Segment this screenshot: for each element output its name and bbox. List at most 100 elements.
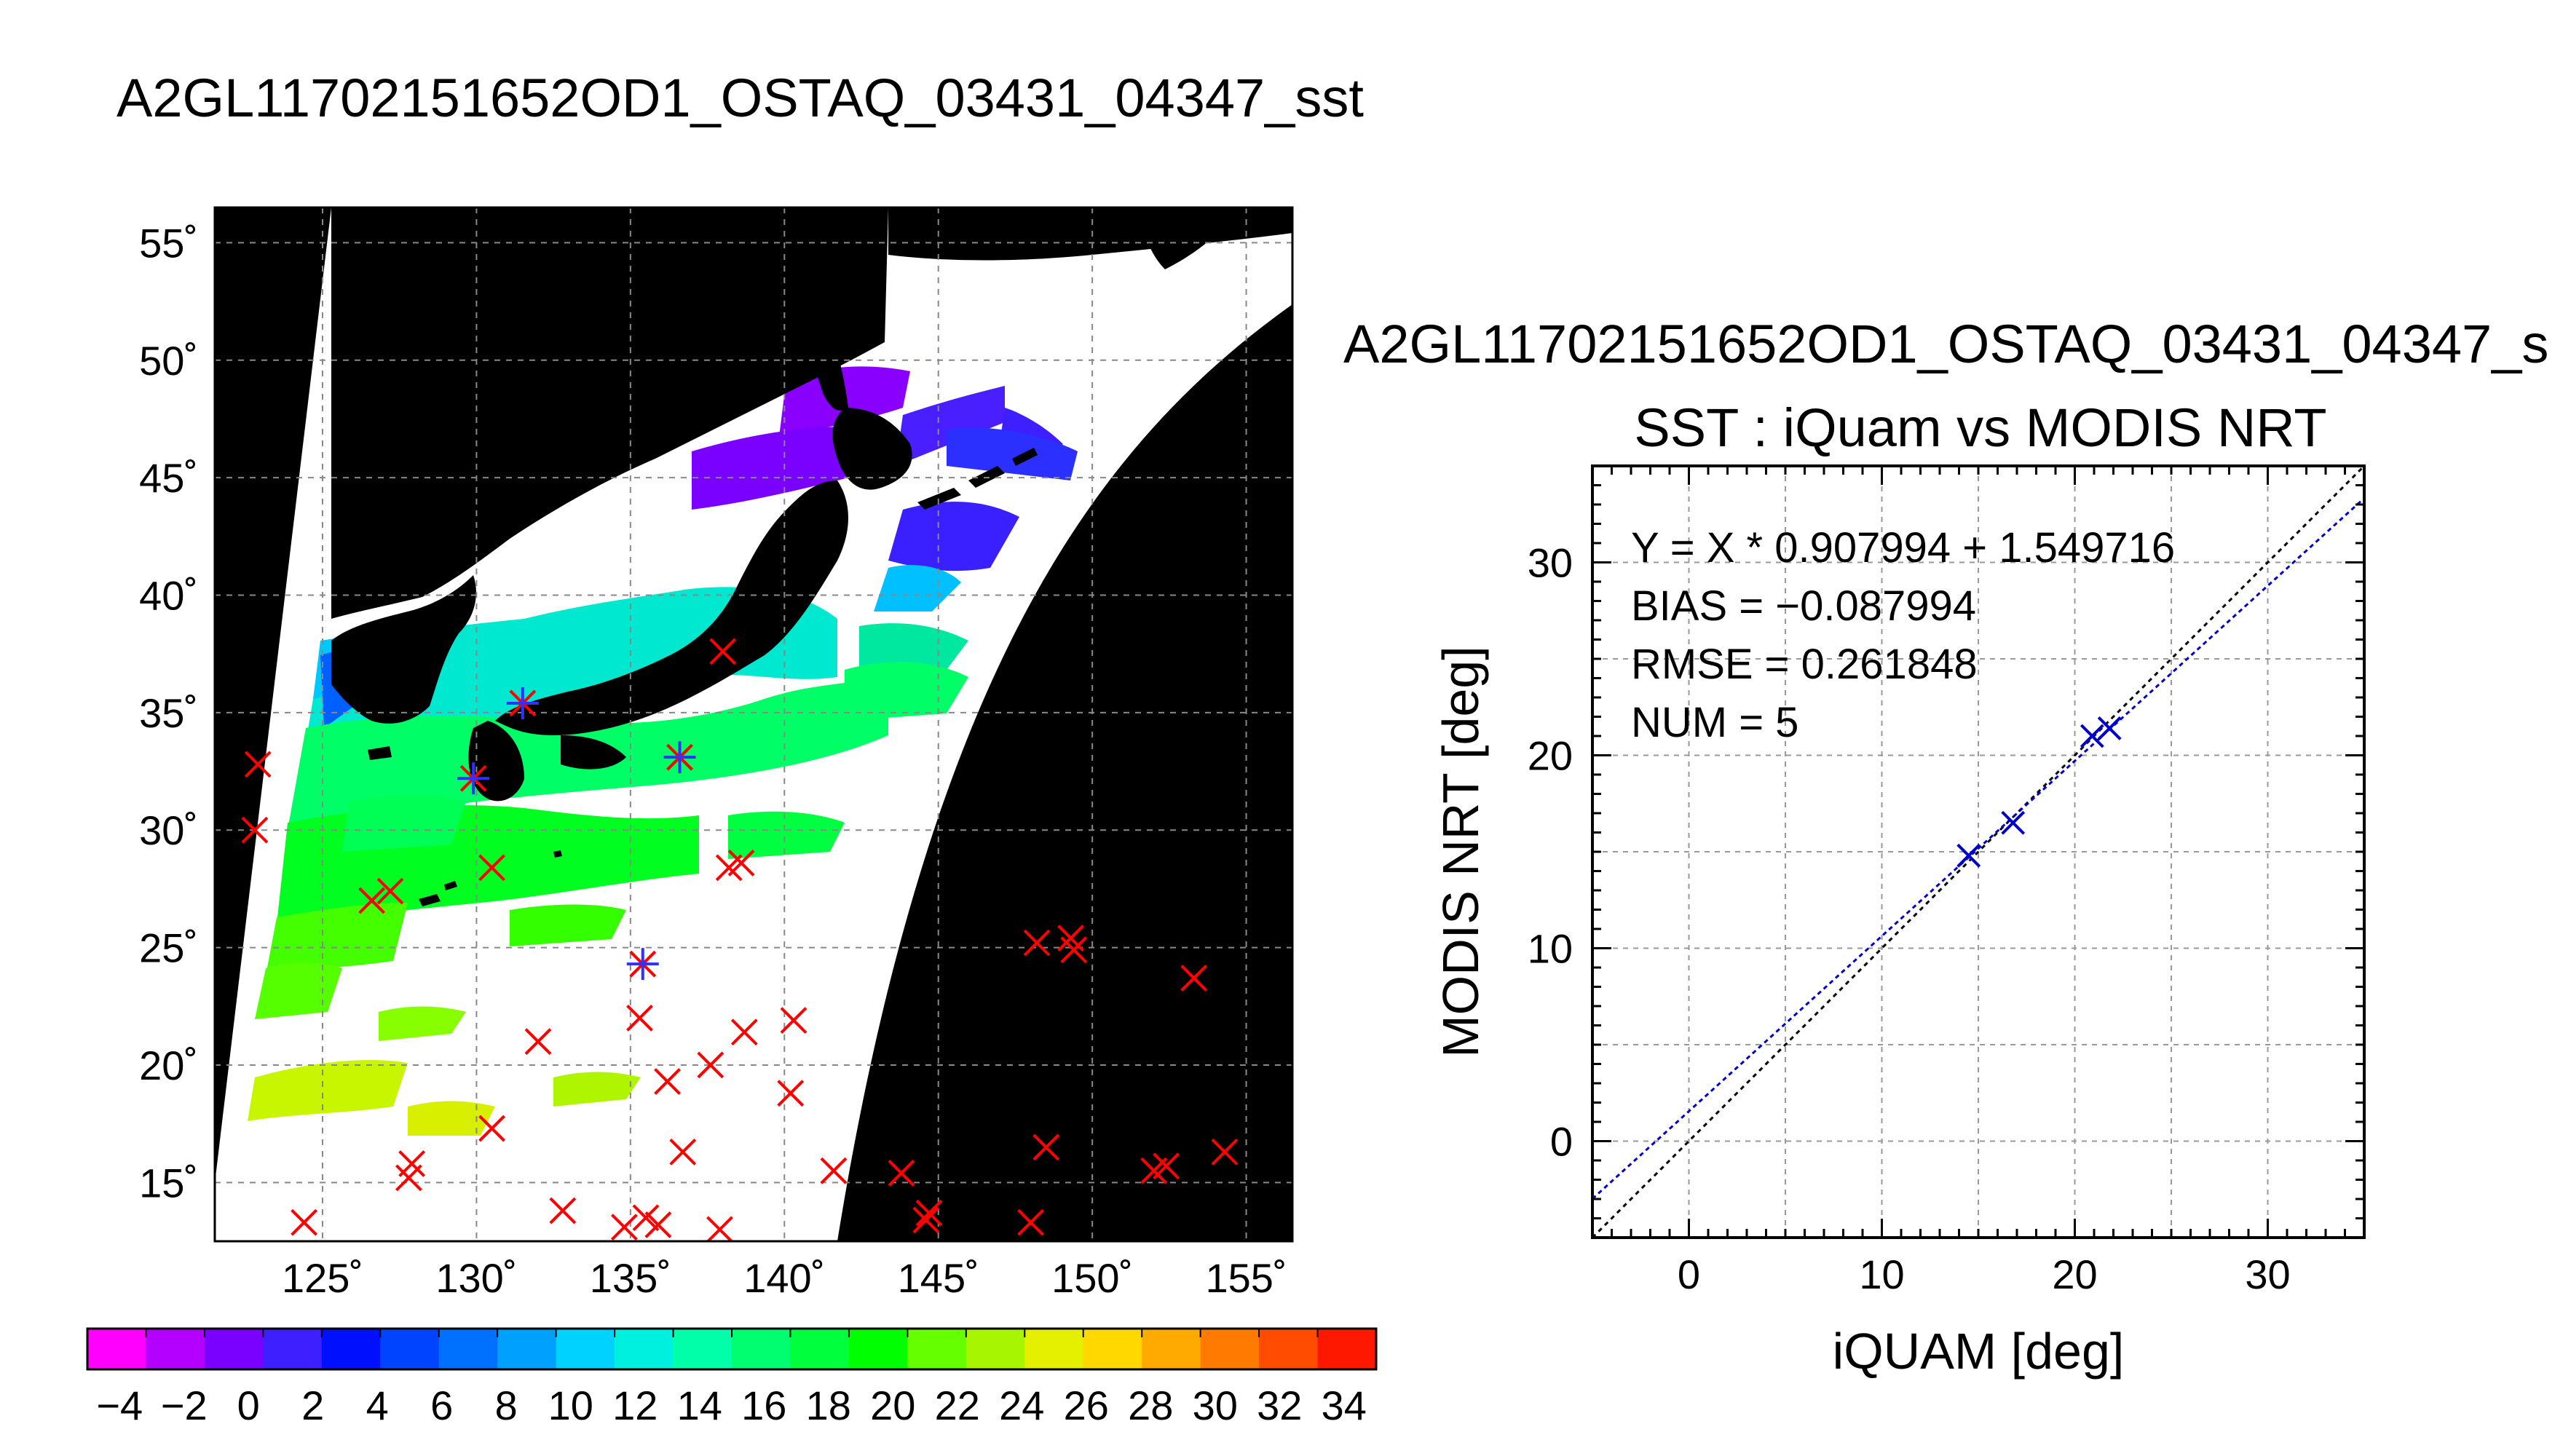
latitude-tick-label: 35˚ (139, 690, 198, 736)
y-tick-label: 0 (1550, 1119, 1573, 1165)
colorbar-tick-label: 0 (237, 1382, 260, 1428)
red-match-marker (1032, 1133, 1060, 1161)
colorbar-cell (204, 1329, 264, 1369)
sst-colorbar: −4 −2 0 2 4 6 8 10 12 14 16 18 20 22 24 26 28 30 32 34 (86, 1327, 1378, 1428)
red-match-marker (358, 887, 386, 914)
red-match-marker (1211, 1138, 1239, 1166)
colorbar-tick-label: 34 (1322, 1382, 1367, 1428)
colorbar-cell (146, 1329, 205, 1369)
colorbar-cell (673, 1329, 732, 1369)
red-match-marker (610, 1214, 638, 1241)
identity-line (1592, 466, 2364, 1238)
colorbar-tick-label: 4 (366, 1382, 389, 1428)
scatter-points (1956, 716, 2122, 868)
red-match-marker (1060, 936, 1088, 964)
colorbar-tick-label: 24 (999, 1382, 1044, 1428)
longitude-labels: 125˚ 130˚ 135˚ 140˚ 145˚ 150˚ 155˚ (282, 1255, 1287, 1301)
colorbar-cell (732, 1329, 791, 1369)
longitude-tick-label: 155˚ (1206, 1255, 1287, 1301)
map-grid (215, 207, 1292, 1241)
red-match-marker (644, 1211, 672, 1238)
longitude-tick-label: 135˚ (590, 1255, 671, 1301)
latitude-tick-label: 40˚ (139, 573, 198, 619)
latitude-tick-label: 45˚ (139, 455, 198, 501)
colorbar-frame (86, 1327, 1378, 1371)
colorbar-cell (907, 1329, 967, 1369)
latitude-tick-label: 25˚ (139, 925, 198, 971)
colorbar-cell (848, 1329, 909, 1369)
red-match-marker (632, 1204, 660, 1232)
scatter-point (2001, 810, 2026, 835)
x-tick-label: 20 (2052, 1251, 2097, 1297)
colorbar-tick-label: 22 (935, 1382, 980, 1428)
colorbar-cell (1200, 1329, 1260, 1369)
scatter-point (2080, 724, 2104, 748)
red-match-marker (1153, 1152, 1180, 1180)
longitude-tick-label: 125˚ (282, 1255, 363, 1301)
latitude-labels: 55˚ 50˚ 45˚ 40˚ 35˚ 30˚ 25˚ 20˚ 15˚ (139, 220, 198, 1206)
red-match-marker (709, 638, 737, 665)
blue-match-marker (663, 741, 696, 774)
colorbar-cell (615, 1329, 674, 1369)
colorbar-cell (438, 1329, 499, 1369)
colorbar-cell (87, 1329, 147, 1369)
blue-match-marker (506, 687, 539, 719)
red-match-marker (730, 1018, 758, 1046)
blue-match-marker (457, 762, 490, 795)
red-match-marker (697, 1051, 724, 1079)
colorbar-cell (1317, 1329, 1377, 1369)
red-match-marker (376, 877, 404, 905)
bias-label: BIAS = −0.087994 (1631, 582, 1976, 630)
latitude-tick-label: 55˚ (139, 220, 198, 266)
y-tick-label: 30 (1528, 540, 1573, 586)
colorbar-tick-label: 16 (741, 1382, 786, 1428)
scatter-point (2097, 716, 2122, 740)
colorbar-tick-label: 12 (612, 1382, 657, 1428)
colorbar-cells (87, 1329, 1377, 1369)
red-match-marker (888, 1159, 915, 1187)
red-match-marker (524, 1028, 552, 1056)
colorbar-tick-label: 2 (301, 1382, 324, 1428)
latitude-tick-label: 30˚ (139, 807, 198, 853)
colorbar-cell (1083, 1329, 1143, 1369)
map-markers (241, 638, 1239, 1241)
colorbar-cell (1142, 1329, 1201, 1369)
red-match-marker (395, 1164, 422, 1192)
longitude-tick-label: 145˚ (898, 1255, 979, 1301)
rmse-label: RMSE = 0.261848 (1631, 641, 1978, 688)
colorbar-tick-label: 18 (806, 1382, 851, 1428)
red-match-marker (626, 1004, 653, 1032)
scatter-title: SST : iQuam vs MODIS NRT (1634, 397, 2327, 458)
latitude-tick-label: 20˚ (139, 1042, 198, 1088)
x-tick-label: 10 (1859, 1251, 1904, 1297)
longitude-tick-label: 140˚ (743, 1255, 825, 1301)
red-match-marker (780, 1007, 807, 1034)
red-match-marker (915, 1199, 943, 1227)
red-match-marker (1180, 965, 1208, 992)
land-masses (331, 207, 1292, 906)
red-match-marker (706, 1216, 733, 1241)
red-match-marker (820, 1157, 848, 1184)
colorbar-cell (497, 1329, 557, 1369)
colorbar-tick-label: 6 (430, 1382, 453, 1428)
colorbar-cell (965, 1329, 1026, 1369)
num-label: NUM = 5 (1631, 699, 1798, 746)
fit-equation: Y = X * 0.907994 + 1.549716 (1631, 524, 2175, 571)
colorbar-tick-label: 30 (1193, 1382, 1238, 1428)
red-match-marker (1017, 1208, 1044, 1236)
colorbar-tick-label: −2 (161, 1382, 208, 1428)
colorbar-cell (263, 1329, 323, 1369)
red-match-marker (912, 1206, 940, 1234)
y-tick-label: 10 (1528, 926, 1573, 972)
colorbar-cell (1259, 1329, 1319, 1369)
scatter-tick-labels: 0 10 20 30 0 10 20 30 (1528, 540, 2291, 1298)
red-match-marker (1023, 929, 1051, 957)
colorbar-tick-label: 32 (1257, 1382, 1302, 1428)
y-tick-label: 20 (1528, 733, 1573, 779)
colorbar-cell (1024, 1329, 1084, 1369)
scatter-plot: 0 10 20 30 0 10 20 30 Y = X * 0.907994 + 1.5497… (1432, 464, 2366, 1380)
red-match-marker (291, 1208, 318, 1236)
latitude-tick-label: 50˚ (139, 338, 198, 384)
colorbar-tick-label: 26 (1064, 1382, 1109, 1428)
